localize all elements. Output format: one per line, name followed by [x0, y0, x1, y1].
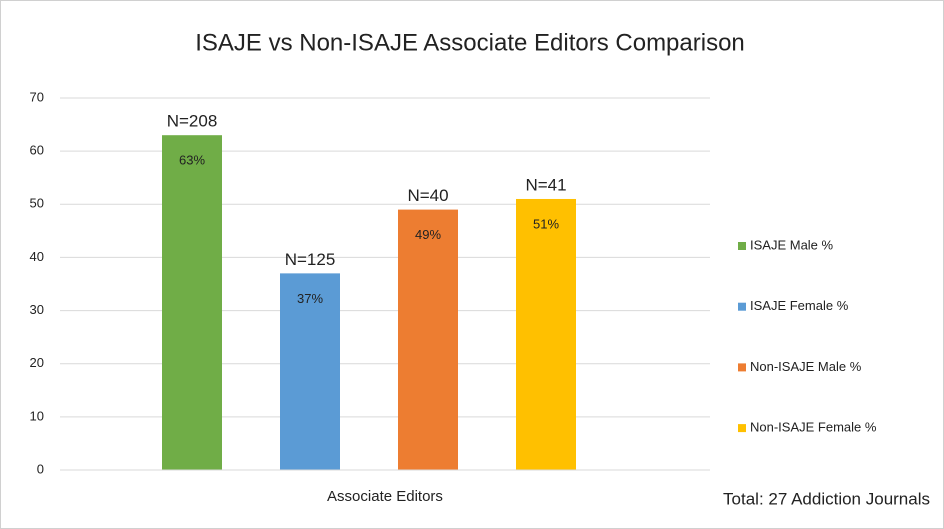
bar-annotation: N=208	[167, 112, 218, 131]
y-tick-label: 30	[30, 302, 44, 317]
chart-title: ISAJE vs Non-ISAJE Associate Editors Com…	[195, 29, 745, 56]
y-tick-label: 60	[30, 143, 44, 158]
bar-annotation: N=125	[285, 250, 336, 269]
y-tick-label: 70	[30, 89, 44, 104]
y-tick-label: 40	[30, 249, 44, 264]
bar	[162, 135, 222, 470]
y-tick-label: 10	[30, 408, 44, 423]
bar	[280, 273, 340, 470]
y-tick-label: 50	[30, 196, 44, 211]
bar	[516, 198, 576, 470]
legend-swatch	[738, 302, 746, 311]
x-tick-label: Associate Editors	[327, 488, 443, 505]
legend-swatch	[738, 363, 746, 372]
legend-label: ISAJE Female %	[750, 298, 849, 313]
bar-annotation: N=40	[407, 186, 448, 205]
legend-swatch	[738, 424, 746, 433]
legend-label: ISAJE Male %	[750, 237, 834, 252]
value-label: 51%	[533, 216, 559, 231]
value-label: 37%	[297, 291, 323, 306]
bar-annotation: N=41	[525, 175, 566, 194]
y-tick-label: 0	[37, 461, 44, 476]
value-label: 49%	[415, 227, 441, 242]
y-tick-label: 20	[30, 355, 44, 370]
legend-label: Non-ISAJE Male %	[750, 359, 862, 374]
legend-label: Non-ISAJE Female %	[750, 420, 877, 435]
bar	[398, 209, 458, 470]
value-label: 63%	[179, 153, 205, 168]
footnote: Total: 27 Addiction Journals	[723, 489, 930, 508]
legend-swatch	[738, 242, 746, 250]
